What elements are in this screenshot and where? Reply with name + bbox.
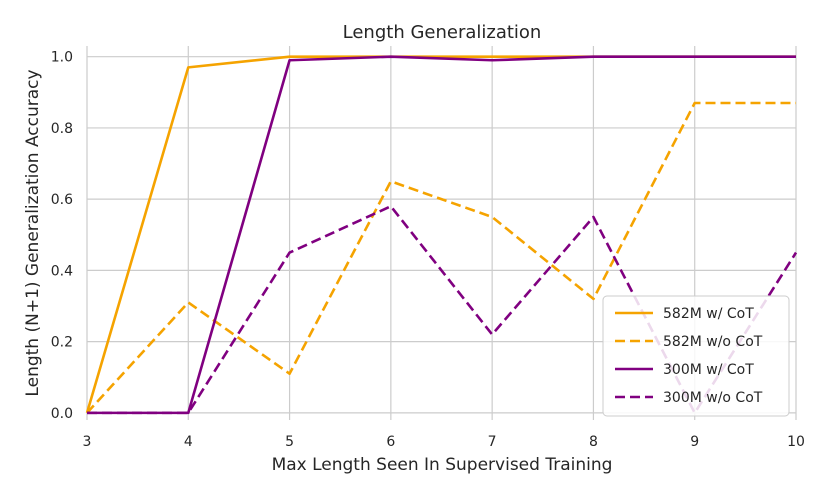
legend-entry-label: 300M w/ CoT: [663, 362, 754, 378]
x-tick-label: 5: [285, 434, 294, 450]
x-tick-labels: 3 4 5 6 7 8 9 10: [83, 434, 805, 450]
y-tick-label: 0.2: [51, 335, 73, 351]
x-tick-label: 4: [184, 434, 193, 450]
series-lines: [85, 55, 798, 415]
x-axis-label: Max Length Seen In Supervised Training: [272, 455, 613, 475]
legend-entry-label: 582M w/ CoT: [663, 306, 754, 322]
x-tick-label: 8: [589, 434, 598, 450]
y-tick-label: 0.6: [51, 192, 73, 208]
chart-title: Length Generalization: [343, 22, 542, 43]
y-axis-label: Length (N+1) Generalization Accuracy: [23, 69, 43, 396]
y-tick-labels: 0.0 0.2 0.4 0.6 0.8 1.0: [51, 50, 73, 422]
x-tick-label: 10: [787, 434, 805, 450]
series-line-582m-w-o-cot: [86, 101, 796, 414]
y-tick-label: 1.0: [51, 50, 73, 66]
legend: 582M w/ CoT 582M w/o CoT 300M w/ CoT 300M w…: [602, 295, 790, 417]
y-tick-label: 0.4: [51, 263, 73, 279]
x-tick-label: 6: [386, 434, 395, 450]
series-line-300m-w-cot: [87, 55, 796, 415]
x-tick-label: 7: [488, 434, 497, 450]
y-tick-label: 0.8: [51, 121, 73, 137]
legend-box: [602, 295, 790, 417]
legend-entry-label: 300M w/o CoT: [663, 390, 763, 406]
y-tick-label: 0.0: [51, 406, 73, 422]
x-tick-label: 9: [690, 434, 699, 450]
legend-entry-label: 582M w/o CoT: [663, 334, 763, 350]
x-tick-label: 3: [83, 434, 92, 450]
